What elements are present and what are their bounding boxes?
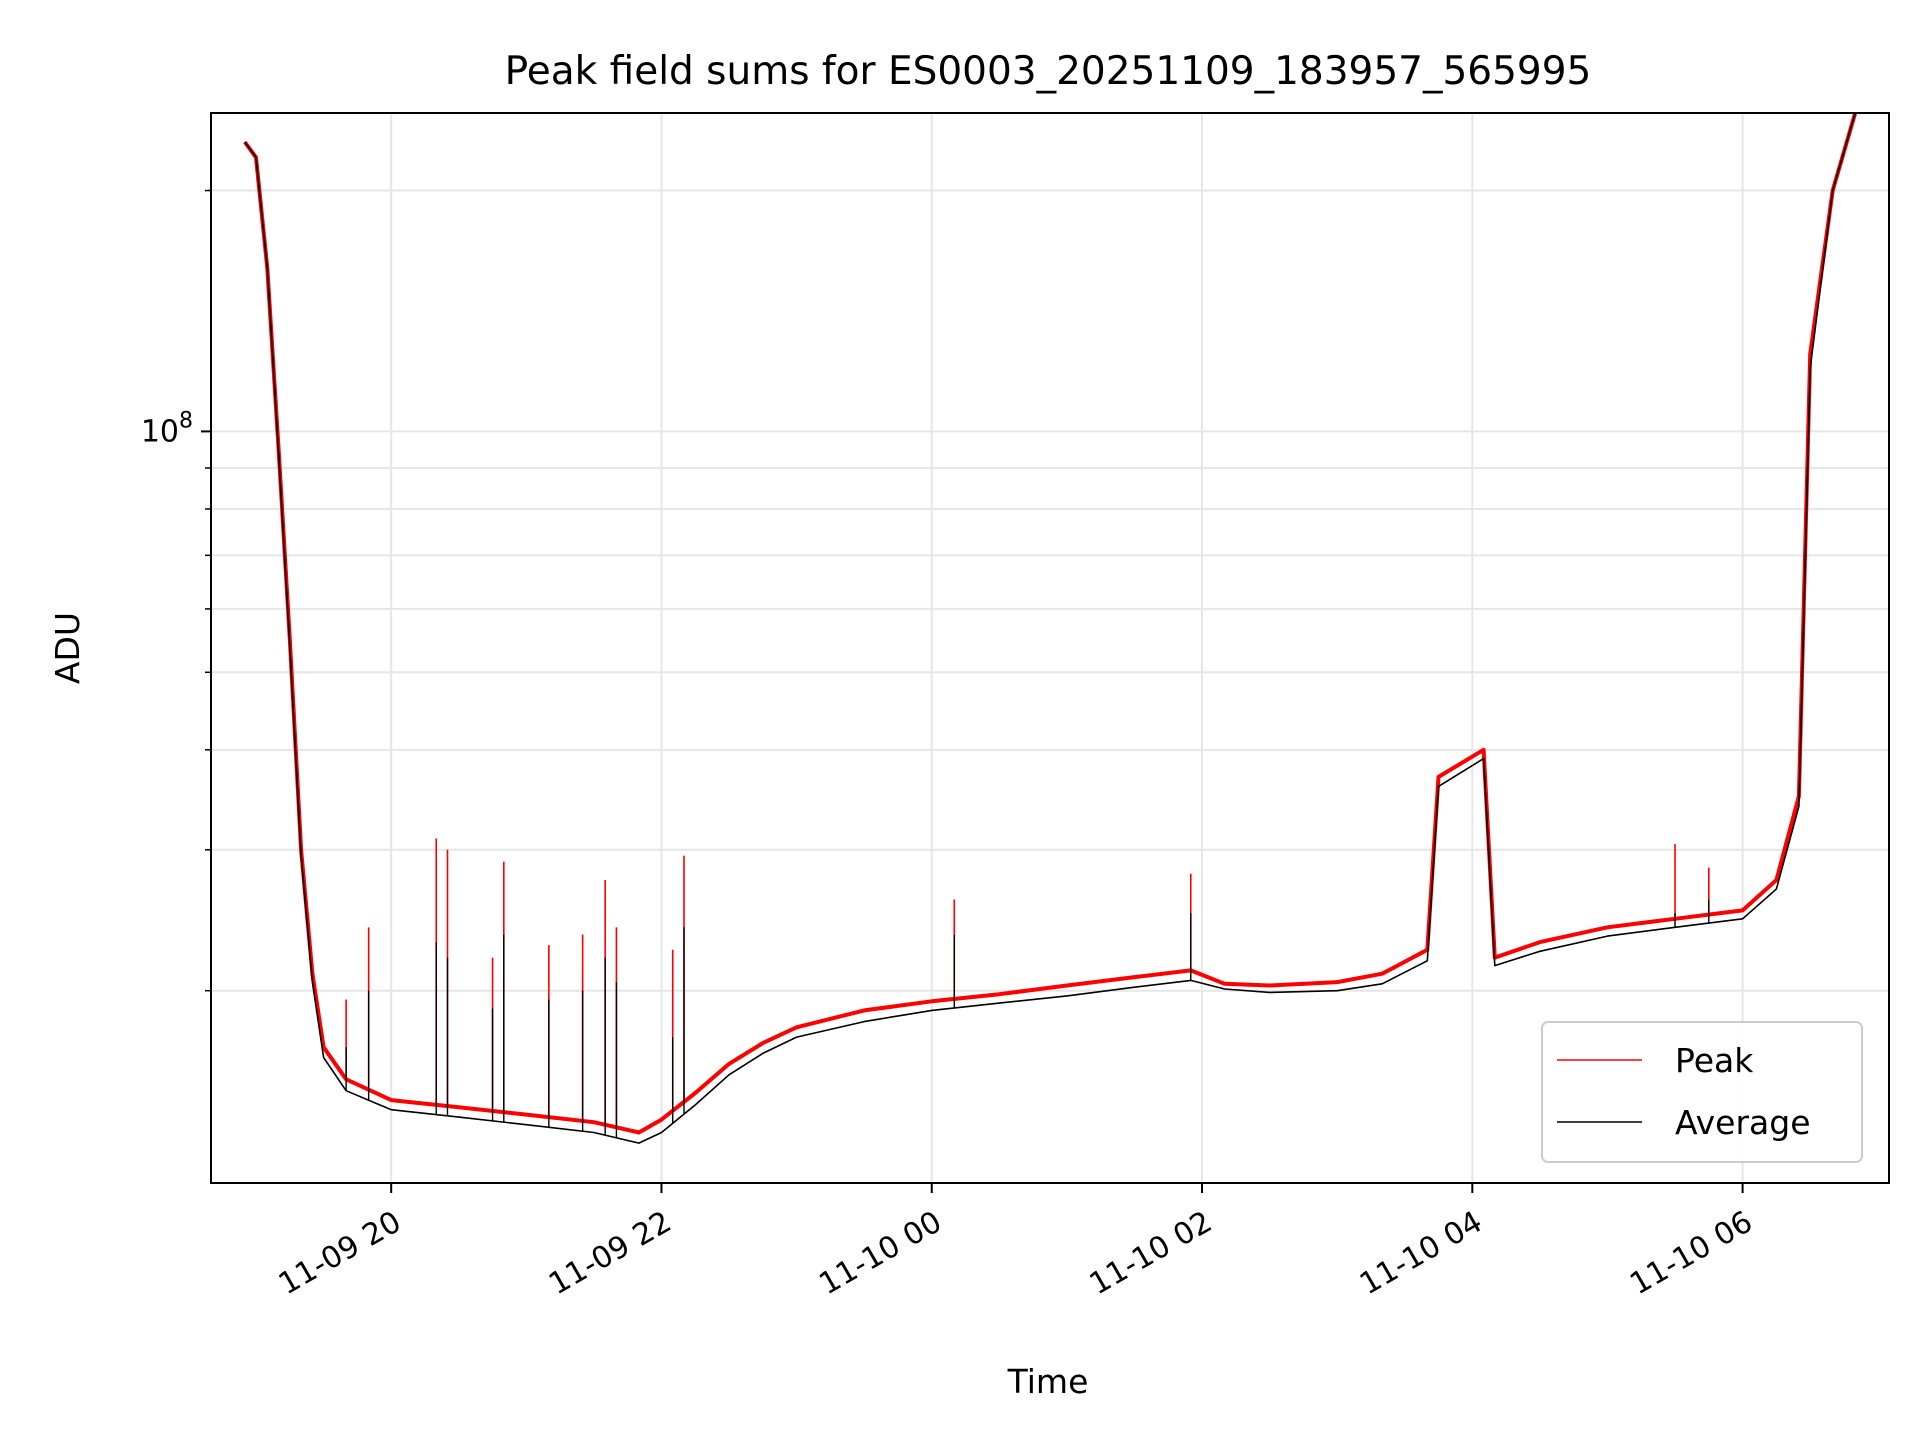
y-axis: 108 — [141, 189, 211, 992]
series-line-average — [244, 113, 1856, 1144]
series-line-peak — [243, 113, 1858, 1135]
legend-box — [1541, 1021, 1863, 1163]
legend: Peak Average — [1541, 1021, 1863, 1163]
plot-area — [243, 113, 1858, 1144]
grid — [211, 113, 1889, 1183]
y-tick-label: 108 — [141, 408, 193, 449]
legend-label-average: Average — [1675, 1103, 1811, 1142]
plot-frame — [210, 112, 1890, 1184]
legend-label-peak: Peak — [1675, 1041, 1754, 1080]
x-axis-label: Time — [1007, 1362, 1089, 1401]
chart-title: Peak field sums for ES0003_20251109_1839… — [505, 49, 1592, 94]
y-axis-label: ADU — [48, 612, 87, 684]
